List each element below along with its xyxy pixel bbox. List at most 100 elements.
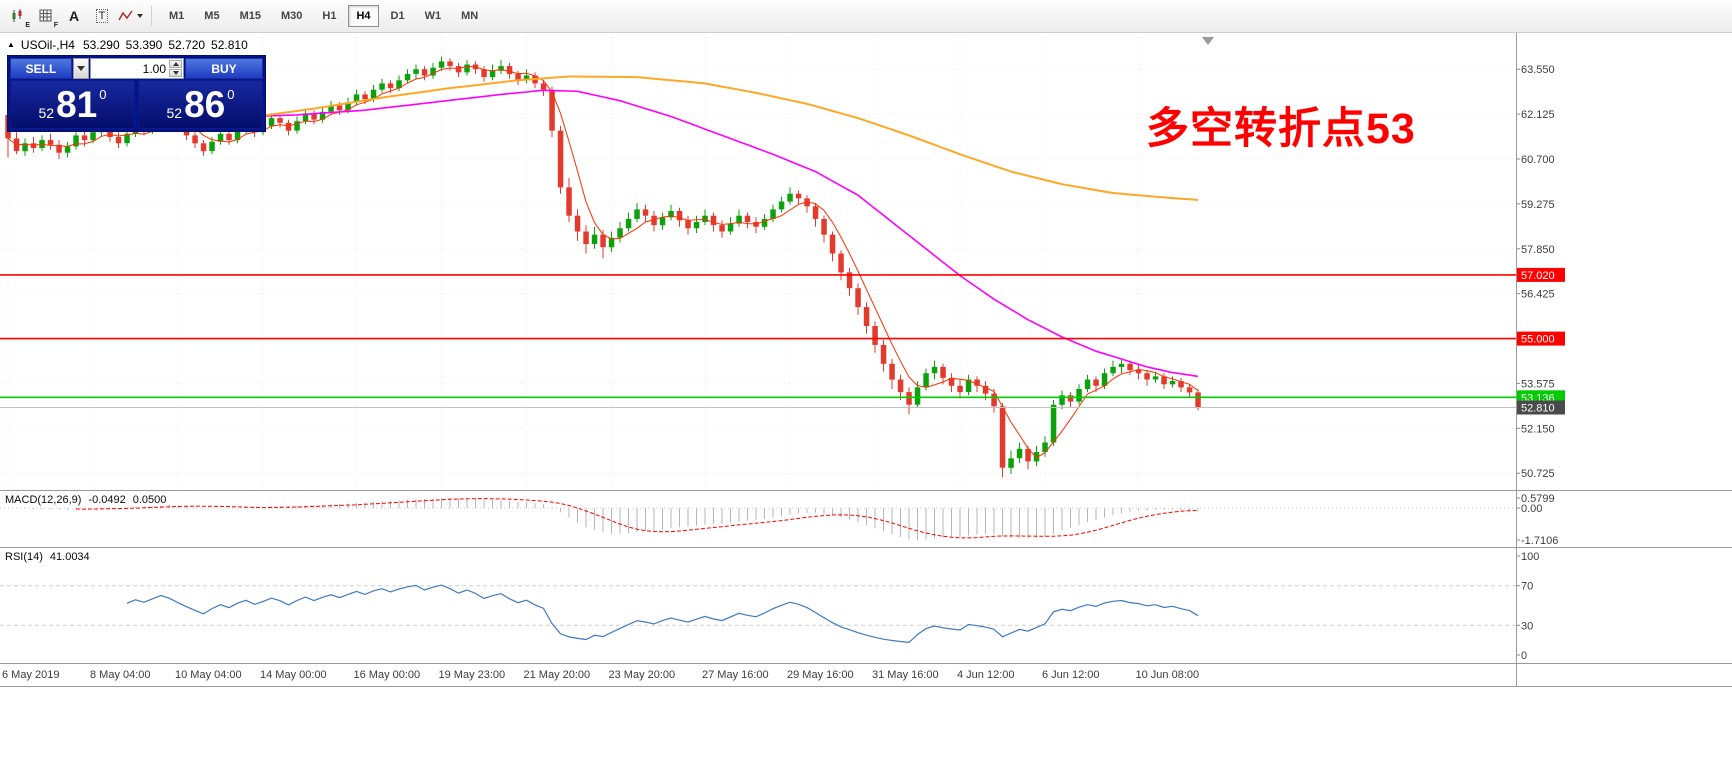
candle-body: [931, 366, 938, 374]
candle-body: [234, 130, 241, 141]
candle-body: [1152, 376, 1159, 380]
chart-shift-marker[interactable]: [1202, 37, 1214, 45]
rsi-label: RSI(14): [5, 551, 43, 563]
date-label: 4 Jun 12:00: [957, 669, 1015, 681]
macd-header: MACD(12,26,9) -0.0492 0.0500: [5, 494, 166, 506]
line-studies-button[interactable]: [117, 4, 143, 29]
candle-body: [81, 135, 88, 141]
high-value: 53.390: [125, 38, 163, 52]
candle-body: [319, 111, 326, 120]
one-click-trading-panel: SELL BUY 52 81 0 52 86 0: [8, 56, 265, 131]
candle-body: [387, 83, 394, 89]
ask-price-display[interactable]: 52 86 0: [138, 80, 263, 129]
collapse-arrow-icon[interactable]: ▲: [7, 40, 15, 49]
buy-button[interactable]: BUY: [185, 58, 263, 79]
candle-body: [795, 193, 802, 199]
tf-button-m15[interactable]: M15: [232, 5, 269, 27]
price-scale-label: 59.275: [1521, 199, 1555, 211]
rsi-header: RSI(14) 41.0034: [5, 551, 90, 563]
volume-input[interactable]: [91, 59, 183, 78]
candle-body: [889, 363, 895, 380]
ask-pips: 86: [184, 84, 226, 125]
candle-body: [1195, 392, 1201, 408]
tf-button-m5[interactable]: M5: [196, 5, 227, 27]
candle-body: [685, 220, 691, 229]
triangle-up-icon: [172, 62, 179, 66]
volume-dropdown-button[interactable]: [73, 58, 89, 79]
candle-body: [914, 387, 921, 405]
candle-body: [693, 222, 700, 229]
candle-body: [974, 379, 980, 386]
candle-body: [328, 105, 334, 112]
icon-sub-label-e: E: [25, 21, 30, 29]
macd-scale-label: 0.00: [1521, 503, 1542, 515]
candle-body: [404, 74, 411, 81]
candlestick-chart-icon: [12, 9, 22, 22]
candle-body: [192, 135, 198, 144]
macd-signal-line: [75, 498, 1199, 539]
candle-body: [90, 132, 96, 141]
candle-body: [353, 94, 360, 103]
tf-button-mn[interactable]: MN: [453, 5, 486, 27]
candle-body: [804, 198, 810, 207]
letter-a-icon: A: [68, 8, 80, 24]
sell-button[interactable]: SELL: [10, 58, 72, 79]
candle-body: [591, 234, 598, 244]
tf-button-d1[interactable]: D1: [383, 5, 413, 27]
expert-chart-button[interactable]: E: [5, 4, 31, 29]
macd-value1: -0.0492: [88, 494, 126, 506]
tf-button-h1[interactable]: H1: [314, 5, 344, 27]
candle-body: [200, 143, 207, 152]
date-label: 23 May 20:00: [609, 669, 676, 681]
candle-body: [421, 69, 428, 76]
annotation-text: 多空转折点53: [1146, 105, 1416, 153]
date-label: 14 May 00:00: [260, 669, 327, 681]
candle-body: [1186, 387, 1193, 393]
price-tag: [1517, 400, 1565, 415]
tf-button-w1[interactable]: W1: [417, 5, 450, 27]
candle-body: [498, 66, 504, 71]
candle-body: [1135, 370, 1142, 374]
candle-body: [107, 127, 113, 137]
spinner-up-button[interactable]: [169, 60, 182, 68]
candle-body: [362, 94, 368, 100]
text-label-button[interactable]: A: [61, 4, 87, 29]
text-tool-button[interactable]: T: [89, 4, 115, 29]
candle-body: [523, 75, 530, 81]
tf-button-h4[interactable]: H4: [348, 5, 379, 27]
candle-body: [1118, 363, 1125, 367]
candle-body: [659, 217, 666, 226]
price-tag-label: 57.020: [1521, 270, 1555, 282]
triangle-down-icon: [172, 71, 179, 75]
tf-button-m1[interactable]: M1: [161, 5, 192, 27]
rsi-scale-label: 70: [1521, 581, 1533, 593]
tf-button-m30[interactable]: M30: [273, 5, 310, 27]
price-tag: [1517, 267, 1565, 282]
candle-body: [897, 379, 904, 393]
close-value: 52.810: [211, 38, 248, 52]
candle-body: [625, 218, 632, 229]
price-tag: [1517, 331, 1565, 346]
candle-body: [846, 272, 853, 289]
candle-body: [651, 215, 657, 226]
polyline-icon: [117, 10, 133, 21]
candle-body: [880, 344, 887, 364]
ask-pipette: 0: [227, 87, 235, 102]
grid-button[interactable]: F: [33, 4, 59, 29]
bid-whole: 52: [38, 105, 55, 121]
candle-body: [566, 187, 572, 216]
candle-body: [115, 137, 122, 144]
price-scale-label: 53.575: [1521, 378, 1555, 390]
candle-body: [710, 215, 717, 226]
toolbar-separator: [151, 6, 152, 26]
chevron-down-icon: [77, 66, 85, 71]
macd-scale-label: 0.5799: [1521, 493, 1555, 505]
bid-price-display[interactable]: 52 81 0: [10, 80, 135, 129]
candle-body: [515, 74, 521, 81]
candle-body: [302, 113, 309, 122]
candle-body: [294, 121, 300, 131]
spinner-down-button[interactable]: [169, 69, 182, 77]
rsi-scale-label: 30: [1521, 620, 1533, 632]
candle-body: [268, 118, 275, 126]
symbol-timeframe: USOil-,H4: [20, 38, 75, 52]
